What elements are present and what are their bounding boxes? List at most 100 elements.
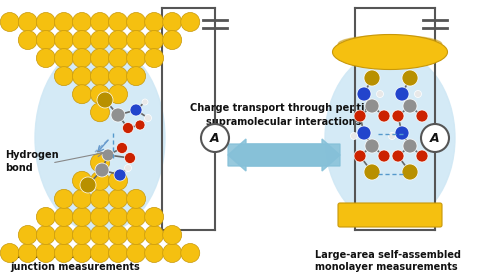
Circle shape [116, 142, 128, 153]
Circle shape [90, 189, 110, 208]
Circle shape [72, 12, 92, 32]
Text: bond: bond [5, 163, 33, 173]
Circle shape [144, 207, 164, 226]
Circle shape [162, 31, 182, 50]
Text: Large-area self-assembled: Large-area self-assembled [315, 250, 461, 260]
Circle shape [90, 31, 110, 50]
Circle shape [364, 70, 380, 86]
Circle shape [376, 90, 384, 98]
Circle shape [90, 85, 110, 104]
Circle shape [36, 207, 56, 226]
Circle shape [126, 243, 146, 263]
Circle shape [365, 99, 379, 113]
Circle shape [144, 243, 164, 263]
Circle shape [357, 87, 371, 101]
Circle shape [108, 243, 128, 263]
Circle shape [54, 12, 74, 32]
Circle shape [365, 139, 379, 153]
Circle shape [414, 90, 422, 98]
Circle shape [80, 177, 96, 193]
Circle shape [72, 67, 92, 86]
Circle shape [126, 49, 146, 68]
Circle shape [72, 171, 92, 190]
Circle shape [144, 49, 164, 68]
Circle shape [108, 226, 128, 244]
Text: A: A [210, 131, 220, 144]
Circle shape [162, 226, 182, 244]
Circle shape [126, 67, 146, 86]
Circle shape [108, 31, 128, 50]
Circle shape [72, 226, 92, 244]
Text: Charge transport through peptide: Charge transport through peptide [190, 103, 378, 113]
Circle shape [108, 189, 128, 208]
Circle shape [126, 31, 146, 50]
Circle shape [72, 189, 92, 208]
Ellipse shape [332, 34, 448, 70]
Circle shape [90, 153, 110, 172]
Circle shape [135, 120, 145, 130]
Circle shape [72, 49, 92, 68]
Circle shape [97, 92, 113, 108]
Circle shape [124, 164, 132, 172]
Circle shape [102, 149, 114, 161]
Circle shape [421, 124, 449, 152]
Circle shape [354, 150, 366, 162]
Circle shape [90, 67, 110, 86]
Circle shape [72, 31, 92, 50]
Circle shape [126, 12, 146, 32]
Circle shape [72, 207, 92, 226]
Circle shape [90, 49, 110, 68]
Circle shape [72, 243, 92, 263]
Text: supramolecular interactions: supramolecular interactions [206, 117, 362, 127]
Circle shape [114, 169, 126, 181]
Circle shape [108, 12, 128, 32]
Circle shape [354, 110, 366, 122]
Circle shape [357, 126, 371, 140]
Circle shape [54, 207, 74, 226]
Ellipse shape [338, 35, 442, 53]
Circle shape [162, 243, 182, 263]
FancyArrow shape [228, 139, 340, 171]
Circle shape [72, 85, 92, 104]
Circle shape [90, 12, 110, 32]
Circle shape [144, 31, 164, 50]
Circle shape [126, 189, 146, 208]
Circle shape [108, 67, 128, 86]
Circle shape [378, 110, 390, 122]
FancyArrow shape [228, 139, 340, 171]
Circle shape [54, 189, 74, 208]
Circle shape [36, 226, 56, 244]
Ellipse shape [325, 51, 455, 225]
Circle shape [36, 12, 56, 32]
Text: junction measurements: junction measurements [10, 262, 140, 272]
Circle shape [144, 114, 152, 122]
Circle shape [54, 243, 74, 263]
Circle shape [388, 133, 396, 139]
Circle shape [36, 31, 56, 50]
Circle shape [108, 49, 128, 68]
Circle shape [111, 108, 125, 122]
Circle shape [0, 243, 19, 263]
Circle shape [122, 122, 134, 133]
Circle shape [108, 207, 128, 226]
Circle shape [416, 150, 428, 162]
Circle shape [54, 31, 74, 50]
Circle shape [144, 226, 164, 244]
Circle shape [18, 31, 38, 50]
Circle shape [162, 12, 182, 32]
Circle shape [181, 243, 200, 263]
Circle shape [403, 139, 417, 153]
Circle shape [126, 226, 146, 244]
Circle shape [18, 12, 38, 32]
Circle shape [350, 133, 358, 139]
Circle shape [90, 207, 110, 226]
Circle shape [90, 171, 110, 190]
Circle shape [395, 87, 409, 101]
Circle shape [54, 226, 74, 244]
Circle shape [126, 207, 146, 226]
Circle shape [54, 67, 74, 86]
Text: Single-molecule break: Single-molecule break [10, 250, 134, 260]
Circle shape [36, 243, 56, 263]
Circle shape [90, 103, 110, 122]
Circle shape [90, 243, 110, 263]
